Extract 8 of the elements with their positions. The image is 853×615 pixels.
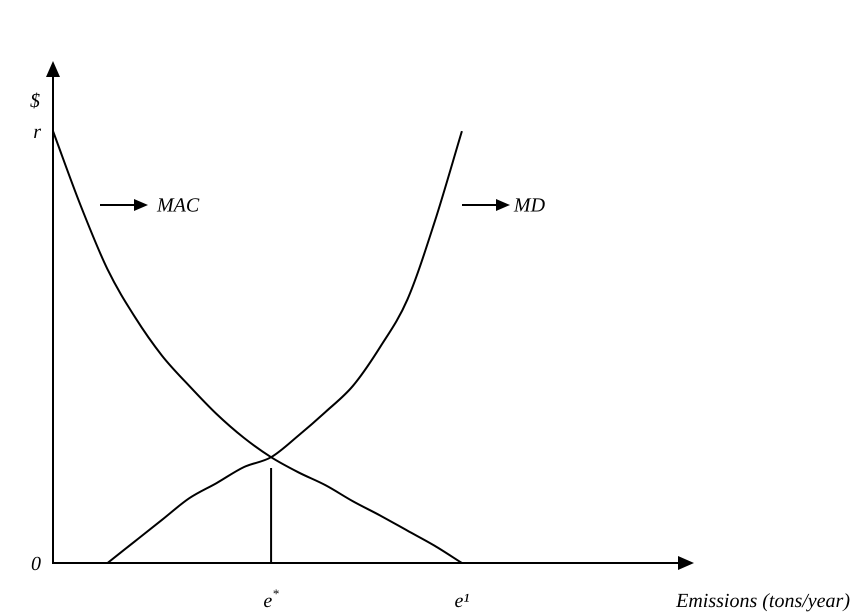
text: r <box>33 121 42 144</box>
legend-label: MAC <box>156 194 200 217</box>
y-axis-title: $ <box>30 90 40 112</box>
x-tick-label: e* <box>263 586 280 612</box>
x-tick-label: e¹ <box>454 590 470 612</box>
legend-label: MD <box>512 194 546 217</box>
text: 0 <box>31 553 41 575</box>
x-axis-title: Emissions (tons/year) <box>675 590 850 612</box>
